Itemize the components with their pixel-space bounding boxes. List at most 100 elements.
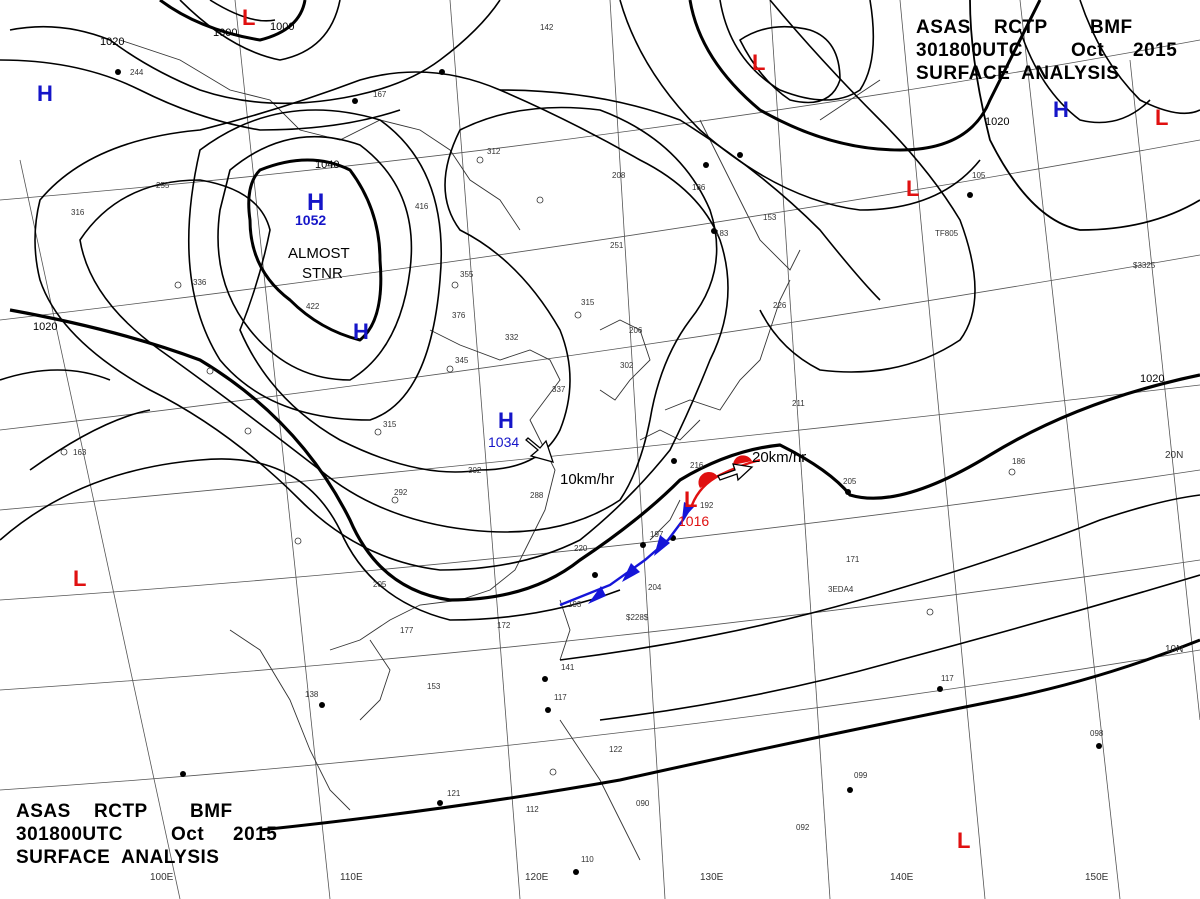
station-value: 316 xyxy=(71,208,85,217)
station-value: 110 xyxy=(581,855,594,864)
station-value: 192 xyxy=(700,501,714,510)
station-value: 206 xyxy=(629,326,643,335)
isobar-1020-north xyxy=(688,0,1042,152)
footer-year: 2015 xyxy=(233,824,278,845)
station-value: 355 xyxy=(460,270,474,279)
station-value: 112 xyxy=(526,805,539,814)
station-value: 121 xyxy=(447,789,461,798)
footer-code: BMF xyxy=(190,801,233,822)
high-center-h: H xyxy=(37,81,53,106)
station-value: 186 xyxy=(1012,457,1026,466)
station-value: 336 xyxy=(193,278,207,287)
low-center-value: 1016 xyxy=(678,513,709,529)
low-center-l: L xyxy=(684,487,697,512)
station-value: 3EDA4 xyxy=(828,585,854,594)
station-value: 376 xyxy=(452,311,466,320)
lon-label: 110E xyxy=(340,872,363,883)
header-title-block: ASAS RCTP BMF 301800UTC Oct 2015 SURFACE ANA… xyxy=(916,16,1177,85)
isobar-label: 1020 xyxy=(1140,373,1164,385)
station-value: 216 xyxy=(690,461,704,470)
station-value: 422 xyxy=(306,302,320,311)
lon-label: 130E xyxy=(700,872,724,883)
isobar-label: 1020 xyxy=(985,116,1009,128)
station-value: 205 xyxy=(373,580,387,589)
station-value: 171 xyxy=(846,555,860,564)
station-value: 205 xyxy=(843,477,857,486)
station-value: $228$ xyxy=(626,613,649,622)
header-station: RCTP xyxy=(994,17,1048,38)
isobar-label: 1020 xyxy=(33,321,57,333)
warm-front-bump xyxy=(698,471,718,488)
station-value: 193 xyxy=(568,600,582,609)
station-value: 315 xyxy=(581,298,595,307)
high-center-value: 1052 xyxy=(295,212,326,228)
station-value: 172 xyxy=(497,621,511,630)
almost-label: ALMOST xyxy=(288,245,350,262)
footer-time: 301800UTC xyxy=(16,824,123,845)
cold-front-triangle xyxy=(682,502,694,520)
isobars xyxy=(0,0,1200,832)
high-center-h: H xyxy=(353,319,369,344)
station-value: 345 xyxy=(455,356,469,365)
header-product: ASAS xyxy=(916,17,971,38)
header-analysis: SURFACE ANALYSIS xyxy=(916,63,1120,84)
low-center-l: L xyxy=(1155,105,1168,130)
high-center-h: H xyxy=(1053,97,1069,122)
low-center-l: L xyxy=(752,50,765,75)
high-center-h: H xyxy=(498,408,514,433)
motion-high-label: 10km/hr xyxy=(560,471,614,488)
lon-label: 140E xyxy=(890,872,914,883)
high-center-h: H xyxy=(307,189,324,216)
cold-front-triangle xyxy=(588,586,606,604)
lat-label: 10N xyxy=(1165,644,1183,655)
cold-front-triangle xyxy=(654,535,670,556)
station-value: 177 xyxy=(400,626,414,635)
station-value: 226 xyxy=(773,301,787,310)
isobar-south xyxy=(259,638,1200,832)
station-value: $3325 xyxy=(1133,261,1156,270)
station-value: 163 xyxy=(73,448,87,457)
station-value: 208 xyxy=(612,171,626,180)
isobar-1000 xyxy=(159,0,307,42)
station-value: 167 xyxy=(373,90,387,99)
station-value: 332 xyxy=(505,333,519,342)
station-value: 105 xyxy=(972,171,986,180)
station-value: 337 xyxy=(552,385,566,394)
footer-month: Oct xyxy=(171,824,205,845)
lon-label: 120E xyxy=(525,872,549,883)
station-value: 416 xyxy=(415,202,429,211)
station-value: 211 xyxy=(792,399,805,408)
isobar-labels: 1000 1000 1020 1040 1020 1020 1020 xyxy=(33,21,1164,385)
isobar-label: 1020 xyxy=(100,36,124,48)
warm-front-bump xyxy=(733,455,752,465)
station-value: 288 xyxy=(530,491,544,500)
cold-front-triangle xyxy=(622,563,640,582)
lon-label: 150E xyxy=(1085,872,1109,883)
footer-title-block: ASAS RCTP BMF 301800UTC Oct 2015 SURFACE ANA… xyxy=(16,800,277,869)
annotations: ALMOST STNR 10km/hr 20km/hr xyxy=(288,245,806,488)
station-value: 244 xyxy=(130,68,144,77)
isobar-label: 1000 xyxy=(213,27,237,39)
station-value: 117 xyxy=(554,693,567,702)
isobar-label: 1000 xyxy=(270,21,294,33)
station-value: 302 xyxy=(468,466,482,475)
station-value: 141 xyxy=(561,663,575,672)
station-value: 138 xyxy=(305,690,319,699)
motion-low-label: 20km/hr xyxy=(752,449,806,466)
header-time: 301800UTC xyxy=(916,40,1023,61)
high-center-value: 1034 xyxy=(488,434,519,450)
station-value: 220 xyxy=(574,544,588,553)
header-month: Oct xyxy=(1071,40,1105,61)
header-code: BMF xyxy=(1090,17,1133,38)
low-center-l: L xyxy=(73,566,86,591)
station-value: 183 xyxy=(715,229,729,238)
station-value: 153 xyxy=(763,213,777,222)
station-value: 251 xyxy=(610,241,624,250)
pressure-centers: H 1052 H H 1034 H H L L L L L L L 1016 xyxy=(37,5,1168,853)
footer-analysis: SURFACE ANALYSIS xyxy=(16,847,220,868)
station-value: 186 xyxy=(692,183,706,192)
station-value: 255 xyxy=(156,181,170,190)
station-value: TF805 xyxy=(935,229,959,238)
low-center-l: L xyxy=(906,176,919,201)
